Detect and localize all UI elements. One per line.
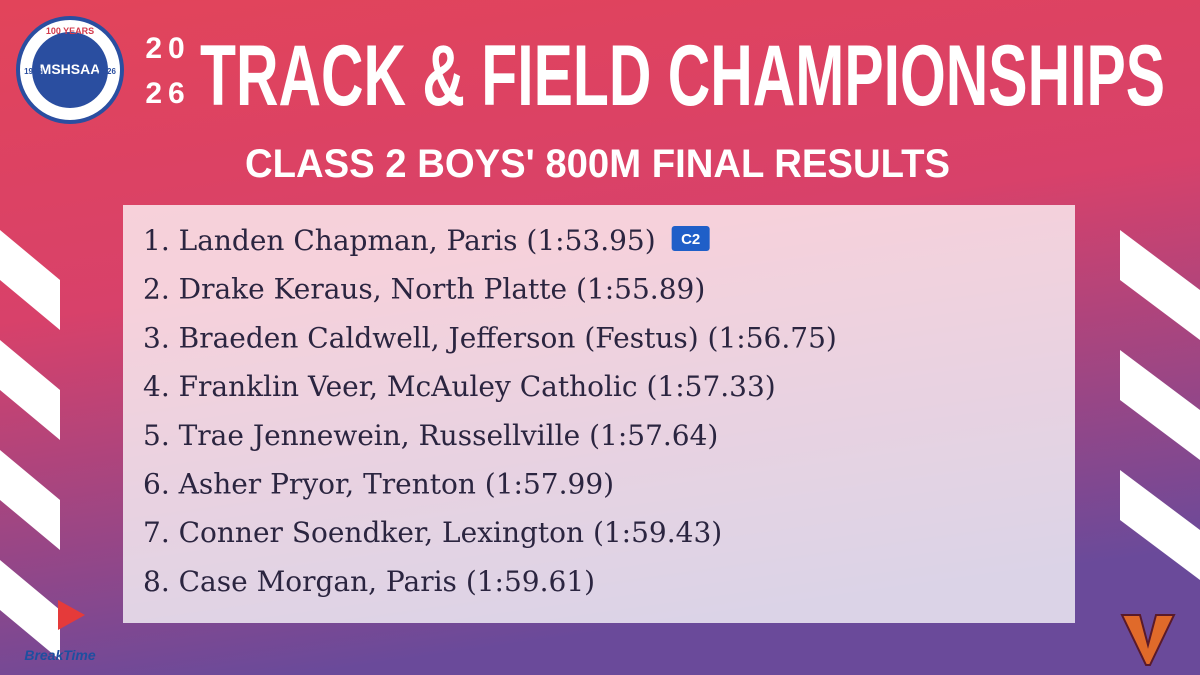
result-line: 7. Conner Soendker, Lexington (1:59.43) (143, 516, 722, 549)
sponsor-name: BreakTime (24, 647, 96, 663)
results-list: 1. Landen Chapman, Paris (1:53.95) 2. Dra… (143, 224, 837, 598)
logo-name: MSHSAA (40, 61, 101, 77)
subtitle: CLASS 2 BOYS' 800M FINAL RESULTS (245, 142, 950, 186)
result-line: 8. Case Morgan, Paris (1:59.61) (143, 565, 595, 598)
right-stripes (1120, 230, 1200, 580)
results-panel (123, 205, 1075, 623)
year-bottom: 26 (145, 77, 190, 110)
result-line: 4. Franklin Veer, McAuley Catholic (1:57… (143, 370, 776, 403)
result-line: 2. Drake Keraus, North Platte (1:55.89) (143, 273, 705, 306)
title: TRACK & FIELD CHAMPIONSHIPS (200, 28, 1165, 124)
logo-start: 1926 (24, 67, 42, 76)
result-line: 6. Asher Pryor, Trenton (1:57.99) (143, 468, 614, 501)
year-top: 20 (145, 32, 190, 65)
left-stripes (0, 230, 60, 660)
result-line: 3. Braeden Caldwell, Jefferson (Festus) … (143, 321, 837, 354)
result-line: 1. Landen Chapman, Paris (1:53.95) (143, 224, 656, 257)
mshsaa-logo: 100 YEARS MSHSAA 1926 2026 (16, 16, 124, 124)
result-line: 5. Trae Jennewein, Russellville (1:57.64… (143, 419, 718, 452)
record-badge: C2 (681, 231, 700, 248)
record-badge-bg (671, 226, 710, 251)
logo-end: 2026 (98, 67, 116, 76)
school-logo (1120, 614, 1176, 666)
sponsor-logo: BreakTime (24, 600, 96, 663)
logo-years: 100 YEARS (46, 26, 94, 36)
